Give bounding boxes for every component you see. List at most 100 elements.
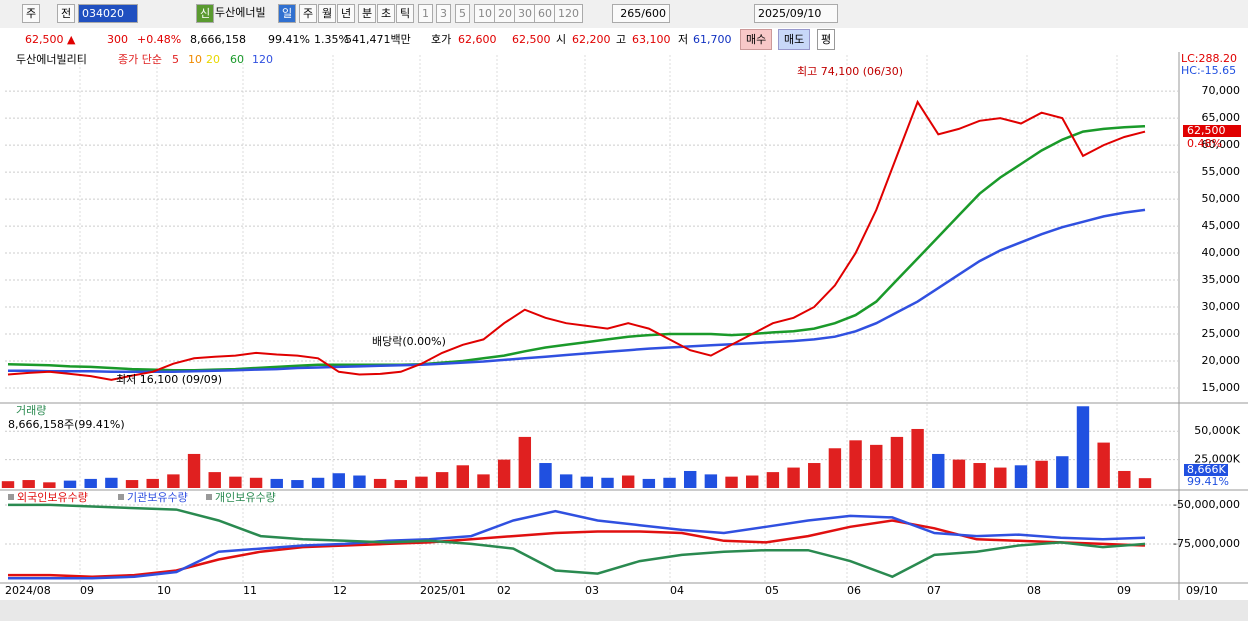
volume-bar [332,473,345,488]
x-tick-label: 08 [1027,584,1041,597]
volume-bar [415,476,428,488]
volume-bar [353,475,366,488]
amount: 541,471백만 [345,33,411,46]
period-second[interactable]: 초 [377,4,396,23]
annotation: 최고 74,100 (06/30) [797,65,903,78]
period-day[interactable]: 일 [278,4,297,23]
volume-bar [725,476,738,488]
legend-ma: 10 [188,53,202,66]
legend-label: 기관보유수량 [127,491,188,504]
period-week[interactable]: 주 [299,4,318,23]
y-tick-label: 25,000 [1202,327,1241,340]
volume-bar [249,477,263,488]
interval[interactable]: 30 [514,4,536,23]
volume-bar [787,467,800,488]
volume-bar [932,453,945,488]
volume-bar [870,444,883,488]
volume-bar [435,472,449,488]
panel-title: 거래량 [16,404,46,417]
buy-button[interactable]: 매수 [740,29,773,50]
open: 62,200 [572,33,611,46]
code-input[interactable]: 034020 [78,4,138,23]
legend-label: 개인보유수량 [215,491,276,504]
volume-bar [601,477,614,488]
y-tick-label: 40,000 [1202,246,1241,259]
period-year[interactable]: 년 [337,4,356,23]
x-tick-label: 04 [670,584,684,597]
price-line [7,99,1146,381]
y-tick-label: 35,000 [1202,273,1241,286]
low: 61,700 [693,33,732,46]
interval[interactable]: 1 [418,4,433,23]
interval[interactable]: 10 [474,4,496,23]
count-input[interactable]: 265/600 [612,4,670,23]
volume-bar [808,463,821,488]
open-label: 시 [556,33,567,46]
volume-bar [84,478,97,488]
date-input[interactable]: 2025/09/10 [754,4,838,23]
legend-label: 종가 단순 [118,53,162,66]
y-tick-label: 50,000K [1194,424,1240,437]
interval[interactable]: 120 [554,4,583,23]
volume-bar [1014,465,1028,488]
period-tick[interactable]: 틱 [396,4,415,23]
volume-bar [1035,460,1048,488]
volume-bar [43,482,56,488]
volume-bar [477,474,490,488]
volume-bar [456,465,470,488]
quote-label: 호가 [431,33,452,46]
volume-bar [497,459,511,488]
y-tick-label: 30,000 [1202,300,1241,313]
high-label: 고 [616,33,627,46]
right-label: HC:-15.65 [1181,64,1236,77]
volume-bar [63,480,77,488]
interval[interactable]: 20 [494,4,516,23]
ask: 62,600 [458,33,497,46]
panel-subtitle: 8,666,158주(99.41%) [8,418,125,431]
volume-bar [270,478,283,488]
y-tick-label: 60,000 [1202,138,1241,151]
y-tick-label: 20,000 [1202,354,1241,367]
stock-label: 두산에너빌리티 [16,53,87,66]
y-tick-label: 25,000K [1194,453,1240,466]
y-tick-label: 55,000 [1202,165,1241,178]
y-tick-label: 65,000 [1202,111,1241,124]
interval[interactable]: 60 [534,4,556,23]
y-tick-label: 50,000 [1202,192,1241,205]
price-box [1183,125,1241,137]
avg-button[interactable]: 평 [817,29,836,50]
y-tick-label: -50,000,000 [1173,498,1240,511]
prev-button[interactable]: 전 [57,4,76,23]
x-tick-label: 2024/08 [5,584,51,597]
market-select[interactable]: 주 [22,4,41,23]
toolbar: 주 전 034020 신 두산에너빌 일 주 월 년 분 초 틱 1 3 5 1… [0,0,1248,29]
period-minute[interactable]: 분 [358,4,377,23]
scrollbar[interactable] [0,600,1248,621]
sell-button[interactable]: 매도 [778,29,811,50]
volume-bar [208,472,221,488]
volume-bar [518,436,532,488]
volume-bar [187,453,201,488]
x-tick-label: 09 [1117,584,1131,597]
period-month[interactable]: 월 [318,4,337,23]
interval[interactable]: 5 [455,4,470,23]
y-tick-label: 15,000 [1202,381,1241,394]
volume-bar [125,480,139,488]
volume-bar [642,478,656,488]
volume-bar [621,475,635,488]
volume-bar [1097,442,1110,488]
price: 62,500 ▲ [25,33,76,46]
volume-bar [1118,470,1131,488]
volume-bar [663,477,676,488]
volume-bar [828,448,842,488]
holding-line [8,503,1146,579]
last-ratio: 99.41% [1187,475,1229,488]
turnover: 1.35% [314,33,349,46]
volume-bar [394,480,407,488]
volume-ratio: 99.41% [268,33,310,46]
interval[interactable]: 3 [436,4,451,23]
info-bar: 62,500 ▲ 300 +0.48% 8,666,158 99.41% 1.3… [0,28,1248,51]
right-label: LC:288.20 [1181,52,1237,65]
change: 300 [107,33,128,46]
volume-bar [973,463,986,488]
